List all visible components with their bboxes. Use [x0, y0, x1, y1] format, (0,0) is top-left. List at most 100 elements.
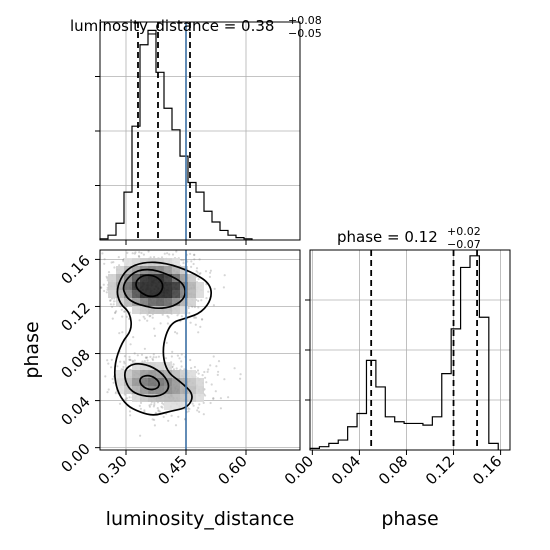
- sample-point: [109, 299, 112, 302]
- sample-point: [128, 355, 131, 358]
- sample-point: [119, 360, 122, 363]
- sample-point: [166, 252, 169, 255]
- sample-point: [202, 413, 205, 416]
- sample-point: [107, 271, 111, 274]
- sample-point: [239, 377, 242, 380]
- sample-point: [207, 368, 210, 371]
- sample-point: [101, 252, 104, 255]
- density-cell: [148, 274, 156, 282]
- histogram-bin: [116, 223, 124, 240]
- density-cell: [172, 370, 180, 378]
- sample-point: [143, 360, 146, 363]
- density-cell: [116, 378, 124, 386]
- density-cell: [196, 386, 204, 394]
- histogram-bin: [108, 235, 116, 240]
- density-cell: [188, 282, 196, 290]
- sample-point: [121, 331, 124, 334]
- histogram-bin: [470, 256, 479, 450]
- sample-point: [139, 401, 143, 404]
- sample-point: [190, 367, 193, 370]
- sample-point: [159, 322, 162, 325]
- sample-point: [154, 411, 157, 414]
- density-cell: [156, 370, 164, 378]
- sample-point: [197, 278, 200, 281]
- y-tick-label: 0.12: [57, 299, 93, 335]
- density-cell: [164, 290, 172, 298]
- sample-point: [153, 403, 156, 406]
- sample-point: [196, 369, 200, 372]
- density-cell: [172, 258, 180, 266]
- sample-point: [152, 353, 155, 356]
- sample-point: [128, 396, 131, 399]
- sample-point: [183, 368, 186, 371]
- density-cell: [164, 362, 172, 370]
- sample-point: [157, 410, 160, 413]
- sample-point: [106, 391, 109, 394]
- density-cell: [164, 306, 172, 314]
- density-cell: [156, 362, 164, 370]
- sample-point: [210, 383, 213, 386]
- density-cell: [124, 298, 132, 306]
- histogram-bin: [124, 192, 132, 240]
- sample-point: [118, 264, 121, 267]
- sample-point: [149, 314, 152, 317]
- sample-point: [129, 358, 132, 361]
- sample-point: [188, 311, 191, 315]
- histogram-bin: [432, 417, 441, 450]
- sample-point: [213, 287, 216, 290]
- density-cell: [140, 362, 148, 370]
- sample-point: [110, 358, 113, 361]
- luminosity-distance-title-upper: +0.08: [288, 14, 322, 27]
- sample-point: [146, 319, 149, 322]
- sample-point: [114, 311, 117, 315]
- sample-point: [161, 402, 164, 405]
- sample-point: [209, 401, 212, 405]
- sample-point: [122, 258, 125, 262]
- density-cell: [172, 386, 180, 394]
- sample-point: [171, 253, 175, 256]
- sample-point: [128, 358, 131, 361]
- sample-point: [140, 353, 144, 356]
- density-cell: [108, 282, 116, 290]
- density-cell: [188, 386, 196, 394]
- y-axis-label: phase: [21, 321, 43, 378]
- sample-point: [107, 362, 110, 365]
- sample-point: [191, 305, 194, 308]
- sample-point: [195, 270, 198, 273]
- histogram-bin: [212, 222, 220, 240]
- density-cell: [148, 362, 156, 370]
- density-cell: [196, 378, 204, 386]
- sample-point: [142, 253, 145, 256]
- sample-point: [198, 403, 201, 406]
- sample-point: [123, 310, 126, 313]
- histogram-bin: [395, 422, 404, 450]
- histogram-bin: [329, 443, 338, 450]
- sample-point: [112, 381, 115, 384]
- histogram-bin: [423, 425, 432, 450]
- sample-point: [233, 367, 236, 370]
- sample-point: [212, 304, 215, 307]
- sample-point: [153, 424, 156, 427]
- sample-point: [164, 357, 168, 360]
- sample-point: [118, 402, 122, 405]
- sample-point: [138, 255, 141, 258]
- sample-point: [223, 274, 226, 277]
- density-cell: [124, 378, 132, 386]
- sample-point: [203, 370, 206, 374]
- sample-point: [110, 366, 113, 369]
- sample-point: [128, 358, 132, 361]
- sample-point: [151, 357, 154, 360]
- sample-point: [212, 355, 215, 358]
- sample-point: [162, 415, 165, 418]
- sample-point: [112, 261, 115, 264]
- sample-point: [202, 401, 205, 404]
- sample-point: [175, 250, 178, 253]
- sample-point: [128, 410, 132, 413]
- x-tick-label: 0.30: [94, 452, 130, 488]
- x-tick-label: 0.04: [328, 452, 364, 488]
- density-cell: [164, 394, 172, 402]
- sample-point: [138, 319, 141, 322]
- density-cell: [124, 290, 132, 298]
- sample-point: [217, 360, 221, 363]
- density-cell: [188, 370, 196, 378]
